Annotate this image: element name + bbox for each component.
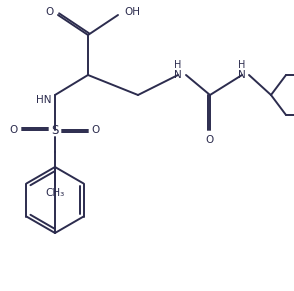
Text: OH: OH — [124, 7, 140, 17]
Text: N: N — [174, 70, 182, 80]
Text: O: O — [92, 125, 100, 135]
Text: S: S — [51, 123, 59, 136]
Text: CH₃: CH₃ — [45, 188, 65, 198]
Text: H: H — [174, 60, 182, 70]
Text: N: N — [238, 70, 246, 80]
Text: O: O — [206, 135, 214, 145]
Text: O: O — [10, 125, 18, 135]
Text: O: O — [46, 7, 54, 17]
Text: HN: HN — [36, 95, 52, 105]
Text: H: H — [238, 60, 246, 70]
